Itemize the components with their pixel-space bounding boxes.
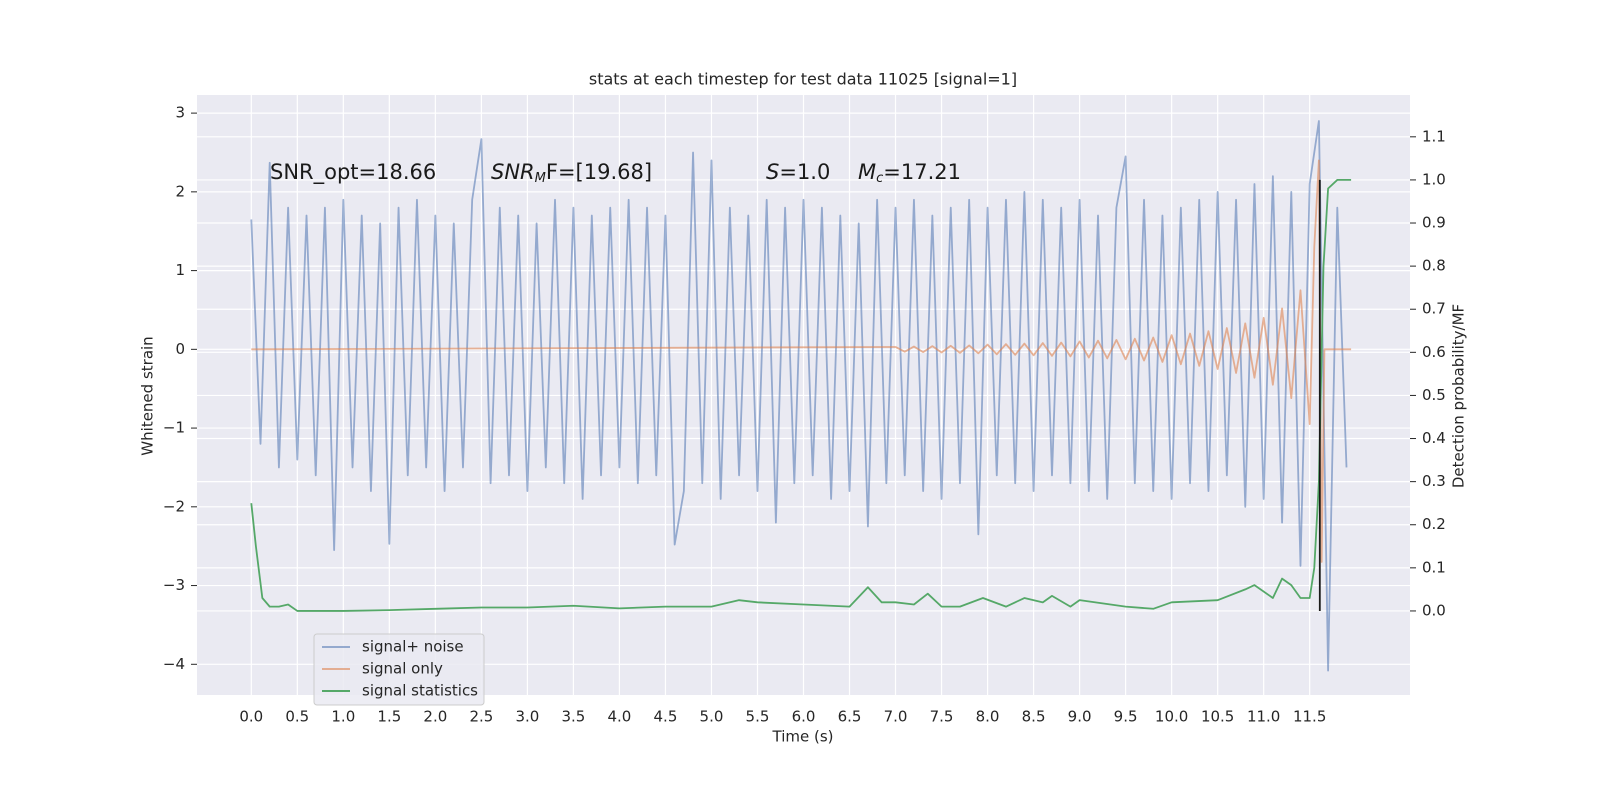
annotation: SNR_opt=18.66	[270, 160, 436, 185]
y2-tick-label: 0.0	[1422, 601, 1446, 619]
x-tick-label: 9.0	[1068, 708, 1092, 726]
x-tick-label: 3.5	[561, 708, 585, 726]
x-tick-label: 4.5	[654, 708, 678, 726]
legend-box	[313, 633, 485, 706]
series-line	[250, 120, 1348, 672]
x-tick-label: 2.5	[469, 708, 493, 726]
legend-label: signal statistics	[362, 682, 478, 700]
annotation-part: =1.0	[779, 160, 830, 184]
annotation: SNRMF=[19.68]	[491, 160, 652, 186]
y-tick-label: 0	[175, 340, 185, 358]
x-axis-label: Time (s)	[772, 728, 834, 746]
y2-tick-label: 0.4	[1422, 429, 1446, 447]
y-tick-label: −4	[163, 655, 185, 673]
legend-label: signal+ noise	[362, 638, 464, 656]
x-tick-label: 6.5	[838, 708, 862, 726]
annotation: S=1.0	[766, 160, 830, 184]
chart-title: stats at each timestep for test data 110…	[589, 70, 1017, 89]
y-axis-label: Whitened strain	[139, 336, 157, 455]
x-tick-label: 11.0	[1247, 708, 1280, 726]
x-tick-label: 3.0	[515, 708, 539, 726]
annotation-part: S	[766, 160, 779, 184]
y-tick-label: −3	[163, 576, 185, 594]
x-tick-label: 5.0	[700, 708, 724, 726]
x-tick-label: 10.0	[1155, 708, 1188, 726]
y2-tick-label: 0.5	[1422, 386, 1446, 404]
axes: 0.0 0.5 1.0 1.5 2.0 2.5 3.0 3.5 4.0 4.5 5.0 5.5 6.0 6…	[163, 104, 1446, 726]
series-line	[251, 159, 1352, 563]
x-tick-label: 8.0	[976, 708, 1000, 726]
y2-tick-label: 0.2	[1422, 515, 1446, 533]
annotation-sub: c	[876, 171, 883, 186]
x-tick-label: 5.5	[746, 708, 770, 726]
data-layer	[250, 120, 1352, 672]
x-tick-label: 1.0	[331, 708, 355, 726]
series-line	[250, 179, 1352, 612]
y2-tick-label: 0.7	[1422, 300, 1446, 318]
annotation-part: M	[858, 160, 876, 184]
y2-tick-label: 1.1	[1422, 127, 1446, 145]
x-tick-label: 6.0	[792, 708, 816, 726]
x-tick-label: 9.5	[1114, 708, 1138, 726]
x-tick-label: 1.5	[377, 708, 401, 726]
y2-tick-label: 0.8	[1422, 257, 1446, 275]
x-tick-label: 2.0	[423, 708, 447, 726]
y2-tick-label: 0.9	[1422, 214, 1446, 232]
y2-tick-label: 0.1	[1422, 558, 1446, 576]
y-tick-label: −1	[163, 419, 185, 437]
x-tick-label: 7.0	[884, 708, 908, 726]
annotation-part: SNR	[491, 160, 535, 184]
x-tick-label: 4.0	[608, 708, 632, 726]
annotation: Mc=17.21	[858, 160, 961, 186]
annotation-part: F=[19.68]	[546, 160, 652, 184]
y-tick-label: 3	[175, 104, 185, 122]
y-tick-label: 2	[175, 182, 185, 200]
x-tick-label: 0.0	[239, 708, 263, 726]
x-tick-label: 11.5	[1293, 708, 1326, 726]
y-tick-label: −2	[163, 497, 185, 515]
annotation-part: =17.21	[883, 160, 961, 184]
annotation-sub: M	[535, 171, 546, 186]
y-tick-label: 1	[175, 261, 185, 279]
y2-tick-label: 0.3	[1422, 472, 1446, 490]
x-tick-label: 10.5	[1201, 708, 1234, 726]
legend: signal+ noise signal only signal statistic…	[313, 633, 485, 706]
y2-axis-label: Detection probability/MF	[1450, 304, 1468, 488]
y2-tick-label: 0.6	[1422, 343, 1446, 361]
y2-tick-label: 1.0	[1422, 170, 1446, 188]
x-tick-label: 7.5	[930, 708, 954, 726]
x-tick-label: 8.5	[1022, 708, 1046, 726]
x-tick-label: 0.5	[285, 708, 309, 726]
legend-label: signal only	[362, 660, 443, 678]
